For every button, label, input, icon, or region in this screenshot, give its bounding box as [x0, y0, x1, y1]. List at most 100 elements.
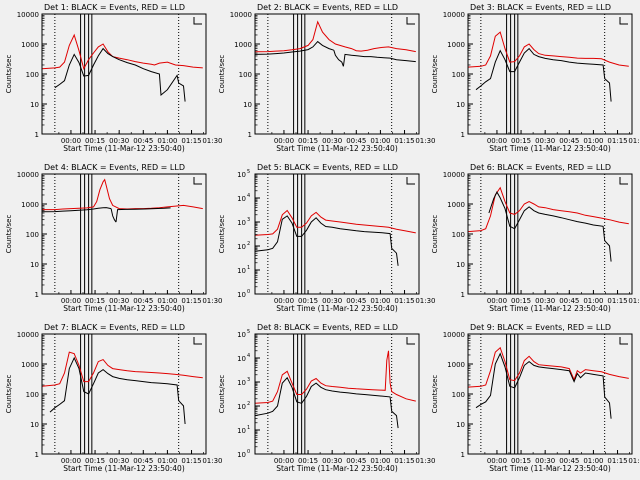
detector-panel: Det 9: BLACK = Events, RED = LLD 1 10 100 10… — [431, 323, 640, 473]
y-tick-label: 10 — [30, 421, 39, 429]
y-tick-label: 10 — [237, 355, 246, 363]
events-series-line — [254, 215, 399, 266]
y-tick-label: 10 — [30, 261, 39, 269]
detector-panel: Det 6: BLACK = Events, RED = LLD 1 10 100 10… — [431, 163, 640, 313]
y-tick-label: 10 — [243, 101, 252, 109]
panel-title: Det 1: BLACK = Events, RED = LLD — [44, 3, 185, 12]
y-tick-label: 100 — [26, 231, 39, 239]
x-tick-label: 00:00 — [274, 297, 294, 305]
y-tick-exponent: 0 — [247, 289, 250, 295]
plot-frame — [467, 333, 633, 455]
y-tick-label: 1000 — [21, 361, 39, 369]
events-series-line — [49, 356, 186, 425]
corner-mark — [406, 177, 415, 185]
x-tick-label: 00:00 — [487, 137, 507, 145]
y-tick-exponent: 4 — [247, 353, 250, 359]
x-axis-label: Start Time (11-Mar-12 23:50:40) — [489, 304, 611, 313]
x-tick-label: 01:30 — [628, 297, 640, 305]
y-tick-label: 100 — [452, 231, 465, 239]
y-tick-label: 1000 — [21, 201, 39, 209]
detector-panel: Det 2: BLACK = Events, RED = LLD 1 10 100 10… — [218, 3, 436, 153]
panel-title: Det 5: BLACK = Events, RED = LLD — [257, 163, 398, 172]
x-tick-label: 01:15 — [607, 297, 627, 305]
y-tick-label: 1000 — [447, 201, 465, 209]
y-axis-label: Counts/sec — [431, 375, 439, 414]
y-tick-exponent: 1 — [247, 265, 250, 271]
y-tick-label: 10 — [237, 219, 246, 227]
y-tick-label: 10 — [237, 243, 246, 251]
y-axis-label: Counts/sec — [218, 55, 226, 94]
y-tick-label: 10 — [456, 261, 465, 269]
x-tick-label: 01:30 — [202, 137, 222, 145]
x-tick-label: 00:45 — [346, 137, 366, 145]
x-tick-label: 01:00 — [157, 137, 177, 145]
x-tick-label: 00:15 — [298, 457, 318, 465]
lld-series-line — [254, 209, 416, 236]
corner-mark — [619, 337, 628, 345]
lld-series-line — [254, 20, 416, 53]
y-tick-label: 1000 — [234, 41, 252, 49]
lld-series-line — [254, 350, 416, 404]
x-tick-label: 00:45 — [133, 457, 153, 465]
x-tick-label: 01:30 — [202, 457, 222, 465]
y-axis-label: Counts/sec — [218, 215, 226, 254]
x-tick-label: 00:15 — [85, 457, 105, 465]
plot-frame — [467, 13, 633, 135]
x-tick-label: 00:45 — [133, 137, 153, 145]
y-tick-exponent: 3 — [247, 217, 250, 223]
x-tick-label: 01:00 — [370, 457, 390, 465]
x-tick-label: 01:15 — [607, 457, 627, 465]
plot-frame — [254, 13, 420, 135]
panel-title: Det 2: BLACK = Events, RED = LLD — [257, 3, 398, 12]
detector-panel: Det 4: BLACK = Events, RED = LLD 1 10 100 10… — [5, 163, 223, 313]
corner-mark — [406, 17, 415, 25]
panel-title: Det 9: BLACK = Events, RED = LLD — [470, 323, 611, 332]
plot-frame — [254, 333, 420, 455]
x-tick-label: 01:00 — [370, 137, 390, 145]
x-tick-label: 00:45 — [346, 297, 366, 305]
y-tick-label: 1 — [35, 291, 39, 299]
events-series-line — [488, 191, 612, 262]
detector-panel: Det 3: BLACK = Events, RED = LLD 1 10 100 10… — [431, 3, 640, 153]
y-tick-label: 1000 — [21, 41, 39, 49]
x-axis-label: Start Time (11-Mar-12 23:50:40) — [276, 304, 398, 313]
y-axis-label: Counts/sec — [431, 215, 439, 254]
x-tick-label: 00:45 — [346, 457, 366, 465]
x-axis-label: Start Time (11-Mar-12 23:50:40) — [276, 464, 398, 473]
y-tick-label: 100 — [26, 391, 39, 399]
x-axis-label: Start Time (11-Mar-12 23:50:40) — [63, 464, 185, 473]
x-tick-label: 00:15 — [511, 297, 531, 305]
y-tick-label: 10 — [237, 291, 246, 299]
x-tick-label: 00:45 — [559, 457, 579, 465]
plot-frame — [41, 333, 207, 455]
x-tick-label: 00:30 — [535, 297, 555, 305]
events-series-line — [333, 50, 344, 67]
y-axis-label: Counts/sec — [5, 375, 13, 414]
x-tick-label: 00:30 — [535, 137, 555, 145]
y-tick-label: 100 — [26, 71, 39, 79]
x-tick-label: 00:00 — [61, 297, 81, 305]
x-tick-label: 01:15 — [394, 137, 414, 145]
corner-mark — [406, 337, 415, 345]
x-tick-label: 01:15 — [181, 137, 201, 145]
y-tick-label: 10 — [456, 421, 465, 429]
x-tick-label: 01:15 — [394, 457, 414, 465]
y-tick-exponent: 5 — [247, 169, 250, 175]
y-tick-label: 10 — [30, 101, 39, 109]
x-axis-label: Start Time (11-Mar-12 23:50:40) — [276, 144, 398, 153]
y-tick-label: 10 — [237, 267, 246, 275]
corner-mark — [193, 337, 202, 345]
y-tick-label: 10000 — [230, 11, 252, 19]
lld-series-line — [467, 31, 629, 68]
x-tick-label: 01:00 — [370, 297, 390, 305]
events-series-line — [41, 207, 112, 213]
y-axis-label: Counts/sec — [431, 55, 439, 94]
y-tick-label: 10000 — [17, 171, 39, 179]
detector-panel: Det 7: BLACK = Events, RED = LLD 1 10 100 10… — [5, 323, 223, 473]
x-tick-label: 01:30 — [415, 137, 435, 145]
x-axis-label: Start Time (11-Mar-12 23:50:40) — [63, 304, 185, 313]
y-tick-label: 1 — [461, 451, 465, 459]
x-tick-label: 01:30 — [628, 137, 640, 145]
